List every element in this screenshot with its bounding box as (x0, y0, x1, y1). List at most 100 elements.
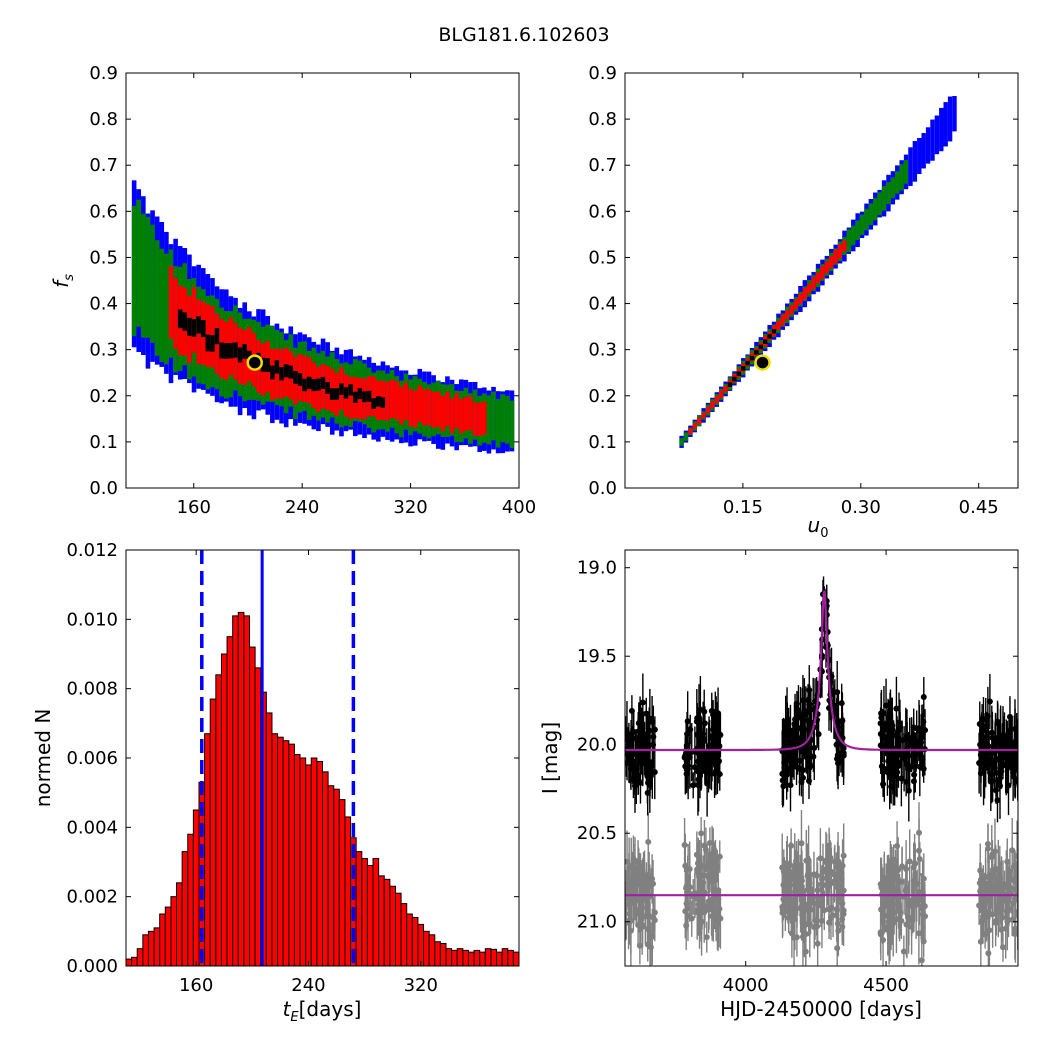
residual-point (645, 838, 652, 845)
cell (200, 320, 206, 338)
histogram-bar (305, 764, 312, 967)
cell (472, 402, 478, 436)
cell (403, 382, 409, 421)
residual-point (784, 863, 791, 870)
te-fs-ytick-label: 0.8 (89, 109, 118, 130)
residual-point (706, 858, 713, 865)
residual-point (985, 950, 992, 957)
histogram-bar (456, 948, 464, 967)
u0-fs-ytick-label: 0.5 (588, 247, 617, 268)
residual-point (802, 906, 809, 913)
cell (468, 396, 473, 431)
residual-point (888, 930, 895, 937)
cell (714, 396, 720, 403)
cell (895, 171, 900, 194)
lightcurve-point (701, 736, 708, 743)
figure-title: BLG181.6.102603 (438, 24, 609, 46)
cell (807, 283, 812, 294)
lightcurve-point (835, 719, 842, 726)
residual-point (993, 917, 1000, 924)
histogram-bar (361, 858, 368, 967)
lightcurve-point (896, 719, 903, 726)
cell (785, 310, 790, 320)
residual-point (806, 920, 813, 927)
lightcurve-point (987, 778, 994, 785)
histogram-bar (344, 816, 352, 967)
cell (701, 412, 706, 419)
lightcurve-point (1003, 761, 1010, 768)
residual-point (697, 901, 704, 908)
lightcurve-point (880, 781, 887, 788)
lightcurve-point (784, 728, 791, 735)
lightcurve-point (904, 752, 911, 759)
cell (399, 386, 404, 425)
residual-point (636, 942, 643, 949)
residual-point (997, 884, 1004, 891)
histogram-bar (507, 949, 514, 967)
lightcurve-point (637, 759, 644, 766)
lightcurve-point (1011, 726, 1018, 733)
lightcurve-point (888, 726, 895, 733)
cell (339, 383, 344, 396)
lightcurve-point (709, 733, 716, 740)
lightcurve-point (798, 748, 805, 755)
lightcurve-data (625, 576, 1018, 966)
residual-point (900, 948, 907, 955)
panel-te-fs-best-fit-marker (246, 354, 263, 371)
residual-point (788, 930, 795, 937)
cell (758, 344, 764, 350)
cell (214, 328, 220, 345)
lightcurve-point (646, 715, 653, 722)
cell (293, 371, 298, 384)
u0-fs-ytick-label: 0.3 (588, 340, 617, 361)
cell (789, 305, 794, 315)
lightcurve-point (717, 732, 724, 739)
residual-point (985, 845, 992, 852)
residual-point (811, 924, 818, 931)
cell (723, 385, 728, 393)
panel-lightcurve-xlabel: HJD-2450000 [days] (720, 997, 922, 1021)
cell (141, 213, 146, 338)
histogram-bar (181, 851, 189, 967)
residual-point (1006, 868, 1013, 875)
cell (864, 208, 869, 231)
lightcurve-ytick-label: 20.5 (577, 823, 617, 844)
histogram-bar (136, 948, 144, 967)
cell (440, 396, 446, 432)
cell (173, 277, 178, 349)
hist-ytick-label: 0.010 (66, 609, 118, 630)
te-xlabel-t: t (283, 997, 292, 1021)
residual-point (911, 895, 918, 902)
residual-point (798, 840, 805, 847)
cell (362, 391, 367, 403)
residual-point (627, 927, 634, 934)
residual-point (637, 874, 644, 881)
cell (886, 182, 891, 205)
histogram-bar (142, 934, 149, 967)
cell (223, 343, 229, 359)
residual-point (711, 907, 718, 914)
histogram-bar (439, 942, 447, 967)
histogram-bar (277, 736, 284, 967)
histogram-bar (226, 636, 234, 967)
cell (829, 255, 834, 268)
cell (233, 342, 238, 358)
panel-u0-fs-best-fit-marker (754, 354, 771, 371)
histogram-bar (366, 864, 374, 967)
cell (177, 309, 183, 329)
te-fs-xtick-label: 240 (285, 497, 319, 518)
lightcurve-point (898, 775, 905, 782)
histogram-bar (316, 760, 323, 967)
lightcurve-point (627, 759, 634, 766)
u0-fs-xtick-label: 0.45 (959, 497, 999, 518)
histogram-bar (192, 809, 200, 967)
residual-point (814, 887, 821, 894)
histogram-bars (125, 611, 520, 967)
histogram-bar (237, 611, 245, 967)
residual-point (884, 880, 891, 887)
cell (482, 401, 487, 435)
residual-point (827, 868, 834, 875)
cell (237, 347, 243, 363)
residual-point (639, 904, 646, 911)
te-fs-ytick-label: 0.7 (89, 155, 118, 176)
